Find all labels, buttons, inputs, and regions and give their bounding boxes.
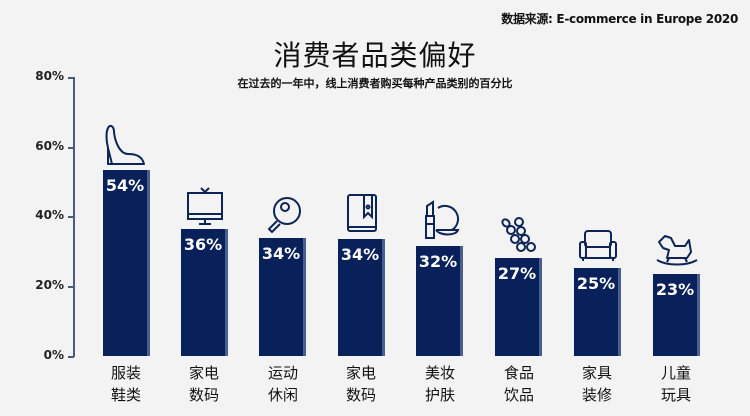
tv-icon	[181, 187, 229, 231]
category-label: 运动 休闲	[267, 364, 298, 404]
chart-subtitle: 在过去的一年中，线上消费者购买每种产品类别的百分比	[237, 77, 513, 90]
bar: 54%	[103, 170, 150, 356]
book-icon	[338, 193, 386, 237]
chart-title: 消费者品类偏好	[273, 39, 477, 72]
lipstick-mirror-icon	[416, 200, 464, 244]
category-label: 服装 鞋类	[110, 364, 141, 404]
bar-value: 25%	[576, 274, 616, 293]
grapes-icon	[495, 216, 543, 260]
bar-value: 27%	[497, 264, 537, 283]
y-tick	[68, 286, 74, 288]
category-label: 家具 装修	[581, 364, 612, 404]
bar-value: 32%	[418, 252, 458, 271]
bar-value: 34%	[340, 245, 380, 264]
bar: 36%	[181, 229, 228, 356]
bar: 32%	[416, 246, 463, 356]
category-label: 家电 数码	[188, 364, 219, 404]
rocking-horse-icon	[653, 232, 701, 276]
y-tick	[68, 147, 74, 149]
ping-pong-paddle-icon	[259, 195, 307, 239]
bar-value: 36%	[183, 235, 223, 254]
data-source: 数据来源: E-commerce in Europe 2020	[501, 12, 738, 26]
bar-value: 54%	[105, 176, 145, 195]
category-label: 家电 数码	[345, 364, 376, 404]
y-tick-label: 0%	[43, 348, 64, 362]
high-heel-shoe-icon	[102, 124, 150, 168]
y-axis	[73, 77, 75, 357]
bar: 34%	[338, 239, 385, 356]
y-tick-label: 80%	[35, 69, 64, 83]
y-tick	[68, 216, 74, 218]
category-label: 食品 饮品	[503, 364, 534, 404]
bar: 27%	[495, 258, 542, 356]
category-label: 美妆 护肤	[424, 364, 455, 404]
armchair-icon	[574, 228, 622, 272]
y-tick	[68, 77, 74, 79]
category-label: 儿童 玩具	[660, 364, 691, 404]
bar: 23%	[653, 274, 700, 356]
bar-value: 23%	[655, 280, 695, 299]
y-tick-label: 60%	[35, 139, 64, 153]
y-tick	[68, 356, 74, 358]
bar-value: 34%	[261, 244, 301, 263]
y-tick-label: 20%	[35, 278, 64, 292]
y-tick-label: 40%	[35, 208, 64, 222]
bar: 34%	[259, 238, 306, 356]
bar: 25%	[574, 268, 621, 356]
